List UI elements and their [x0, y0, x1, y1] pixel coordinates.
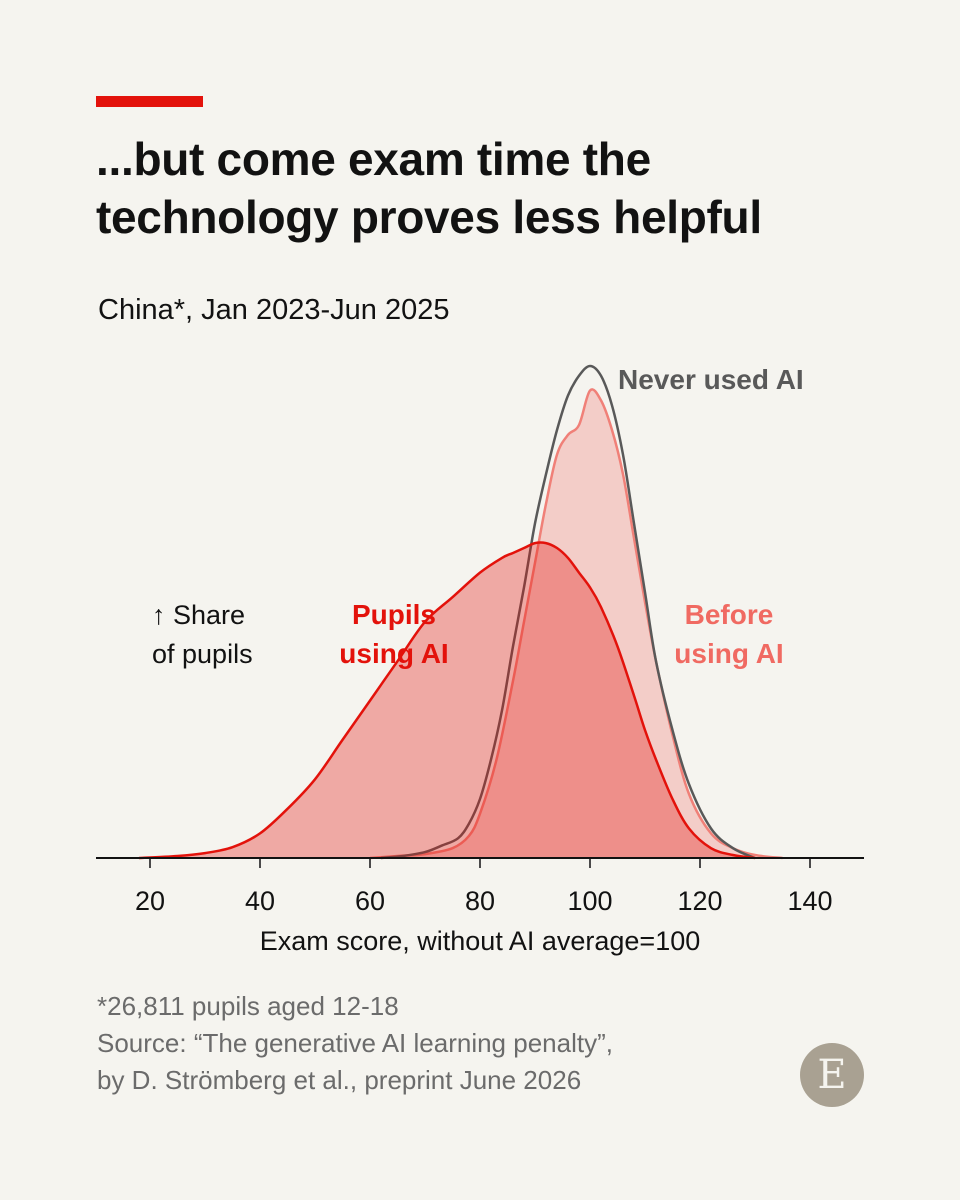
x-axis-ticks: 20 40 60 80 100 120 140 [135, 858, 833, 916]
line-pupils-using-ai [138, 541, 756, 860]
x-tick-label-100: 100 [567, 886, 612, 916]
footnote: *26,811 pupils aged 12-18 Source: “The g… [97, 988, 613, 1099]
source-line-2: by D. Strömberg et al., preprint June 20… [97, 1065, 582, 1095]
x-tick-label-60: 60 [355, 886, 385, 916]
chart-title: ...but come exam time the technology pro… [96, 130, 896, 246]
title-line-1: ...but come exam time the [96, 133, 651, 185]
ylabel-line-1: ↑ Share [152, 600, 245, 630]
label-pupils-using-ai-1: Pupils [352, 599, 436, 630]
label-before-using-ai-2: using AI [674, 638, 783, 669]
footnote-line-1: *26,811 pupils aged 12-18 [97, 991, 399, 1021]
source-line-1: Source: “The generative AI learning pena… [97, 1028, 613, 1058]
x-tick-label-80: 80 [465, 886, 495, 916]
x-tick-label-20: 20 [135, 886, 165, 916]
line-before-using-ai [369, 388, 783, 860]
title-line-2: technology proves less helpful [96, 191, 762, 243]
x-axis-label: Exam score, without AI average=100 [259, 926, 701, 956]
area-pupils-using-ai [139, 542, 755, 858]
label-never-used-ai: Never used AI [618, 364, 804, 395]
label-before-using-ai-1: Before [685, 599, 774, 630]
x-tick-label-40: 40 [245, 886, 275, 916]
ylabel-line-2: of pupils [152, 639, 253, 669]
x-tick-label-140: 140 [787, 886, 832, 916]
x-tick-label-120: 120 [677, 886, 722, 916]
series-areas [138, 364, 783, 860]
accent-bar [96, 96, 203, 107]
label-pupils-using-ai-2: using AI [339, 638, 448, 669]
area-before-using-ai [370, 389, 783, 858]
line-never-used-ai [380, 364, 756, 860]
chart-subtitle: China*, Jan 2023-Jun 2025 [98, 294, 450, 326]
economist-logo: E [800, 1043, 864, 1107]
